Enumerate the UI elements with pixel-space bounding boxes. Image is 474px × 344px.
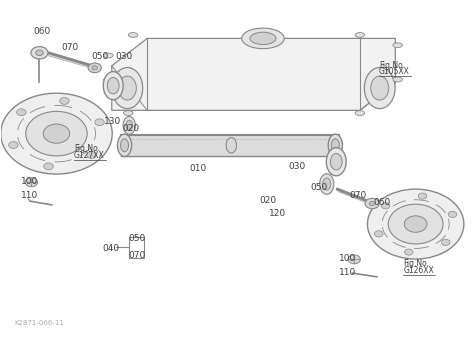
Text: 070: 070 <box>61 43 78 53</box>
Ellipse shape <box>393 43 402 47</box>
Ellipse shape <box>331 139 339 152</box>
Circle shape <box>87 152 96 159</box>
Circle shape <box>382 203 390 209</box>
Ellipse shape <box>126 120 133 130</box>
Text: 050: 050 <box>91 52 109 61</box>
Text: 100: 100 <box>338 254 356 263</box>
Ellipse shape <box>104 77 113 82</box>
Ellipse shape <box>323 178 331 190</box>
Circle shape <box>31 46 48 59</box>
Ellipse shape <box>326 148 346 176</box>
Text: 010: 010 <box>190 164 207 173</box>
Ellipse shape <box>128 33 138 37</box>
Text: 030: 030 <box>288 162 305 171</box>
Ellipse shape <box>365 67 395 109</box>
Ellipse shape <box>250 32 276 45</box>
Ellipse shape <box>103 72 123 100</box>
Ellipse shape <box>112 67 143 109</box>
Text: G126XX: G126XX <box>403 266 434 275</box>
Ellipse shape <box>123 117 136 134</box>
Text: 020: 020 <box>260 196 277 205</box>
Ellipse shape <box>393 77 402 82</box>
Ellipse shape <box>118 76 137 100</box>
Circle shape <box>404 216 427 232</box>
Text: Fig.No.: Fig.No. <box>403 259 429 268</box>
Circle shape <box>448 211 457 217</box>
Ellipse shape <box>120 139 128 152</box>
Text: 120: 120 <box>269 209 286 218</box>
Ellipse shape <box>371 76 389 100</box>
Circle shape <box>44 163 53 170</box>
Circle shape <box>92 66 98 70</box>
Text: 130: 130 <box>104 117 121 126</box>
Text: K2871-066-11: K2871-066-11 <box>14 320 64 326</box>
Ellipse shape <box>226 138 237 153</box>
Circle shape <box>95 119 104 126</box>
Circle shape <box>0 93 112 174</box>
Circle shape <box>388 204 443 244</box>
Circle shape <box>36 50 43 55</box>
Text: 050: 050 <box>310 183 328 192</box>
Text: 110: 110 <box>20 192 38 201</box>
Ellipse shape <box>104 53 113 58</box>
Text: 040: 040 <box>102 244 119 252</box>
Circle shape <box>25 178 37 187</box>
Ellipse shape <box>124 111 133 116</box>
Polygon shape <box>112 39 395 110</box>
Ellipse shape <box>319 174 334 194</box>
Circle shape <box>43 124 70 143</box>
Circle shape <box>405 249 413 255</box>
Circle shape <box>17 109 26 116</box>
Circle shape <box>60 97 69 104</box>
Text: G105XX: G105XX <box>379 67 410 76</box>
Circle shape <box>9 142 18 148</box>
Circle shape <box>367 189 464 259</box>
Ellipse shape <box>355 111 365 116</box>
Circle shape <box>418 193 427 199</box>
Text: 070: 070 <box>349 191 367 200</box>
Circle shape <box>365 198 379 209</box>
Text: 030: 030 <box>115 52 132 61</box>
Text: 060: 060 <box>34 27 51 36</box>
Text: 020: 020 <box>123 123 140 133</box>
Circle shape <box>26 111 87 156</box>
Ellipse shape <box>107 77 119 94</box>
Circle shape <box>441 239 450 245</box>
Ellipse shape <box>328 134 342 157</box>
Ellipse shape <box>355 33 365 37</box>
Text: 050: 050 <box>128 234 146 243</box>
Circle shape <box>348 255 360 264</box>
Circle shape <box>88 63 101 73</box>
Text: Fig.No.: Fig.No. <box>74 144 100 153</box>
Text: 110: 110 <box>338 268 356 277</box>
Circle shape <box>374 231 383 237</box>
Text: Fig.No.: Fig.No. <box>379 61 405 69</box>
Text: 060: 060 <box>373 198 391 207</box>
Text: 100: 100 <box>20 177 38 186</box>
Circle shape <box>369 202 375 206</box>
Ellipse shape <box>330 153 342 170</box>
Text: 070: 070 <box>128 251 146 260</box>
Ellipse shape <box>118 134 132 157</box>
Ellipse shape <box>242 28 284 49</box>
Text: G127XX: G127XX <box>74 151 105 160</box>
